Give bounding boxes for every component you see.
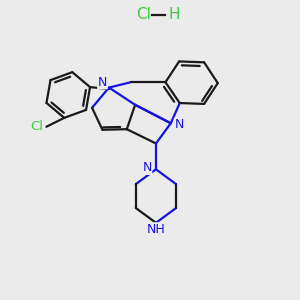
Text: N: N <box>98 76 107 89</box>
Text: Cl: Cl <box>30 120 44 133</box>
Text: H: H <box>168 7 179 22</box>
Text: N: N <box>142 161 152 174</box>
Text: NH: NH <box>147 223 165 236</box>
Text: N: N <box>174 118 184 131</box>
Text: Cl: Cl <box>136 7 152 22</box>
